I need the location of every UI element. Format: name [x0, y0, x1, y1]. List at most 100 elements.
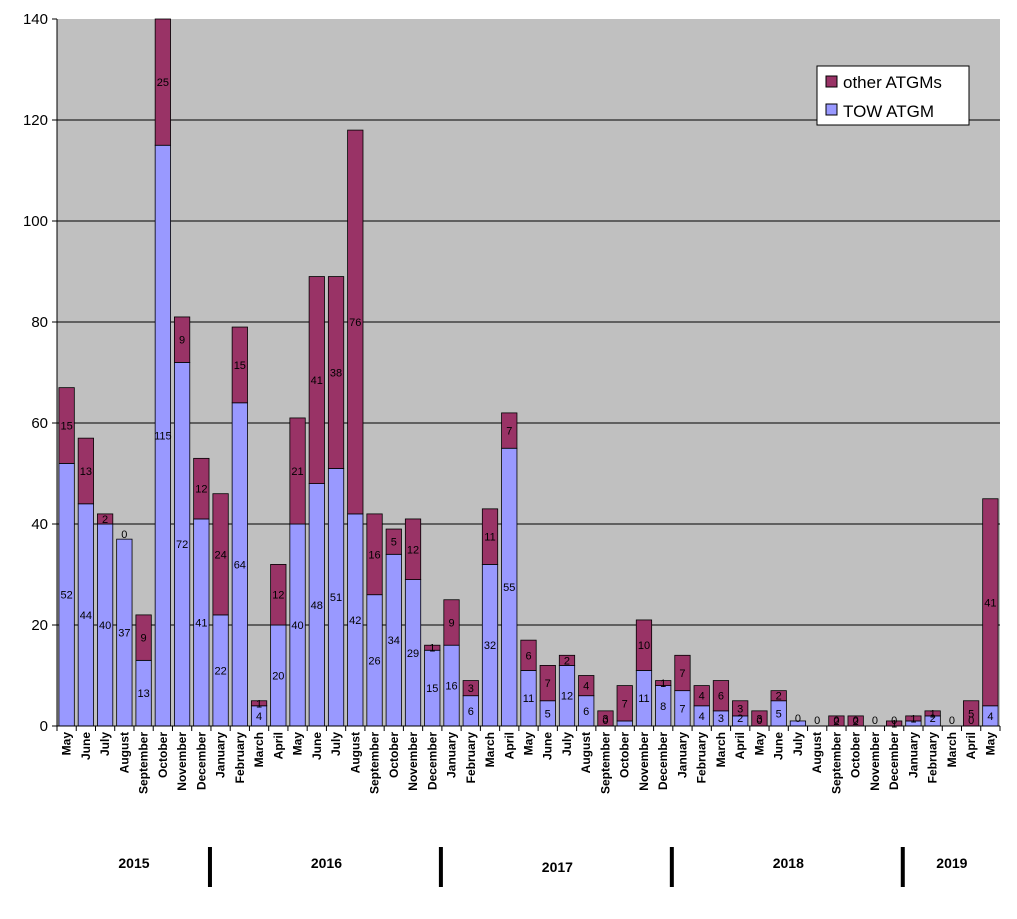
bar-other — [732, 700, 749, 717]
data-label-tow: 16 — [445, 681, 457, 693]
x-tick-label: August — [117, 732, 131, 773]
bar-other — [712, 680, 730, 712]
bar-other — [674, 654, 691, 692]
bar-other — [404, 518, 422, 580]
y-tick-label: 80 — [31, 314, 48, 331]
bar-other — [270, 564, 287, 626]
bar-other — [770, 690, 787, 702]
bar-other — [347, 129, 364, 515]
x-tick-label: September — [829, 732, 843, 794]
x-tick-label: September — [137, 732, 151, 794]
legend: other ATGMs TOW ATGM — [816, 65, 970, 126]
data-label-tow: 72 — [176, 539, 188, 551]
data-label-tow: 6 — [468, 706, 474, 718]
x-tick-label: February — [464, 732, 478, 784]
x-tick-label: February — [233, 732, 247, 784]
data-label-other: 2 — [102, 514, 108, 526]
data-label-tow: 22 — [214, 665, 226, 677]
y-tick-label: 100 — [23, 213, 48, 230]
data-label-tow: 0 — [602, 715, 608, 727]
x-tick-label: August — [810, 732, 824, 773]
data-label-other: 2 — [776, 691, 782, 703]
data-label-other: 9 — [179, 335, 185, 347]
data-label-other: 1 — [891, 718, 897, 730]
data-label-tow: 2 — [930, 713, 936, 725]
data-label-tow: 4 — [256, 711, 262, 723]
x-tick-label: January — [445, 732, 459, 778]
x-tick-label: June — [310, 732, 324, 760]
bar-other — [135, 614, 152, 661]
x-tick-label: May — [291, 732, 305, 756]
data-label-other: 24 — [214, 549, 226, 561]
data-labels: 5215441340237013911525729411222246415412… — [60, 77, 996, 730]
bar-other — [578, 675, 595, 697]
y-tick-label: 60 — [31, 415, 48, 432]
bar-other — [693, 685, 710, 707]
bar-other — [520, 639, 537, 671]
data-label-tow: 48 — [311, 600, 323, 612]
x-tick-label: November — [175, 732, 189, 791]
data-label-tow: 52 — [60, 590, 72, 602]
data-label-other: 12 — [195, 484, 207, 496]
data-label-tow: 29 — [407, 648, 419, 660]
x-tick-label: October — [618, 732, 632, 778]
bar-other — [173, 316, 191, 363]
x-tick-label: December — [887, 732, 901, 790]
data-label-other: 2 — [853, 716, 859, 728]
x-tick-label: October — [849, 732, 863, 778]
data-label-tow: 44 — [80, 610, 92, 622]
bar-other — [97, 513, 114, 525]
x-tick-label: May — [60, 732, 74, 756]
data-label-other: 7 — [545, 678, 551, 690]
data-label-tow: 4 — [699, 711, 705, 723]
year-separator — [669, 847, 674, 887]
data-label-tow: 11 — [523, 693, 534, 705]
data-label-tow: 64 — [234, 559, 246, 571]
data-label-tow: 4 — [987, 711, 993, 723]
year-label: 2019 — [936, 855, 967, 871]
x-tick-label: October — [387, 732, 401, 778]
x-tick-label: August — [579, 732, 593, 773]
data-label-tow: 41 — [195, 617, 207, 629]
data-label-other: 6 — [525, 650, 531, 662]
x-tick-label: January — [675, 732, 689, 778]
bar-other — [77, 437, 94, 505]
bar-other — [231, 326, 248, 404]
x-tick-label: February — [926, 732, 940, 784]
y-tick-label: 120 — [23, 112, 48, 129]
bar-other — [366, 513, 383, 596]
x-tick-label: July — [560, 732, 574, 756]
data-label-other: 0 — [121, 529, 127, 541]
data-label-other: 41 — [311, 375, 323, 387]
data-label-other: 1 — [429, 643, 435, 655]
data-label-other: 12 — [407, 544, 419, 556]
data-label-other: 2 — [564, 655, 570, 667]
data-label-other: 3 — [737, 703, 743, 715]
data-label-other: 15 — [234, 360, 246, 372]
y-axis: 0 20 40 60 80 100 120 140 — [23, 11, 58, 735]
data-label-other: 1 — [910, 713, 916, 725]
data-label-other: 7 — [622, 698, 628, 710]
x-tick-label: May — [983, 732, 997, 756]
data-label-tow: 0 — [795, 713, 801, 725]
bar-other — [289, 417, 306, 525]
x-tick-label: July — [329, 732, 343, 756]
data-label-other: 1 — [660, 678, 666, 690]
x-tick-label: June — [772, 732, 786, 760]
data-label-other: 15 — [60, 421, 72, 433]
x-tick-label: March — [483, 732, 497, 767]
y-tick-label: 20 — [31, 617, 48, 634]
data-label-tow: 2 — [737, 713, 743, 725]
x-tick-label: January — [214, 732, 228, 778]
data-label-tow: 5 — [776, 708, 782, 720]
bar-other — [539, 665, 556, 702]
bar-other — [154, 18, 171, 146]
data-label-tow: 51 — [330, 592, 342, 604]
bar-other — [58, 387, 75, 464]
data-label-other: 5 — [391, 537, 397, 549]
data-label-tow: 3 — [718, 713, 724, 725]
x-tick-label: February — [695, 732, 709, 784]
data-label-tow: 0 — [756, 715, 762, 727]
year-label: 2016 — [311, 855, 342, 871]
data-label-tow: 40 — [291, 620, 303, 632]
